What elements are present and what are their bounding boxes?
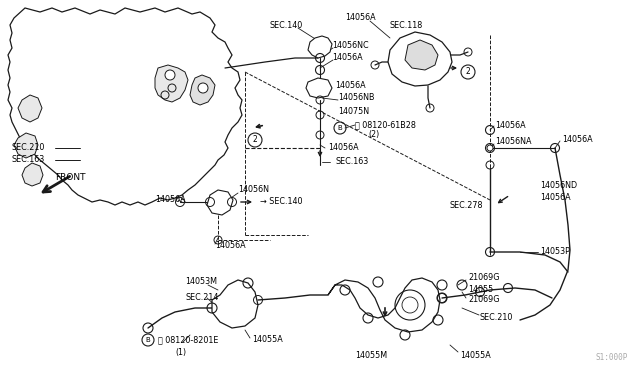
Polygon shape	[190, 75, 215, 105]
Text: 14056A: 14056A	[540, 193, 571, 202]
Text: 14056A: 14056A	[345, 13, 376, 22]
Text: SEC.140: SEC.140	[270, 20, 303, 29]
Polygon shape	[207, 190, 233, 215]
Text: 14056A: 14056A	[328, 144, 358, 153]
Text: 14056A: 14056A	[155, 196, 186, 205]
Text: 14055A: 14055A	[252, 336, 283, 344]
Polygon shape	[8, 8, 242, 205]
Polygon shape	[306, 78, 332, 98]
Text: 14056A: 14056A	[332, 54, 363, 62]
Text: Ⓑ 08120-61B28: Ⓑ 08120-61B28	[355, 121, 416, 129]
Text: 14053M: 14053M	[185, 278, 217, 286]
Polygon shape	[388, 32, 452, 86]
Text: SEC.163: SEC.163	[335, 157, 368, 167]
Text: 14056A: 14056A	[215, 241, 246, 250]
Text: (2): (2)	[368, 131, 380, 140]
Text: B: B	[146, 337, 150, 343]
Text: SEC.163: SEC.163	[12, 155, 45, 164]
Text: SEC.118: SEC.118	[390, 20, 423, 29]
Polygon shape	[308, 36, 332, 58]
Circle shape	[165, 70, 175, 80]
Circle shape	[198, 83, 208, 93]
Text: S1:000P: S1:000P	[596, 353, 628, 362]
Text: 14053P: 14053P	[540, 247, 570, 257]
Polygon shape	[22, 163, 43, 186]
Text: (1): (1)	[175, 347, 186, 356]
Text: SEC.278: SEC.278	[450, 201, 483, 209]
Text: 14055: 14055	[468, 285, 493, 295]
Text: SEC.210: SEC.210	[12, 144, 45, 153]
Polygon shape	[212, 280, 258, 328]
Text: 14075N: 14075N	[338, 108, 369, 116]
Text: Ⓑ 08120-8201E: Ⓑ 08120-8201E	[158, 336, 218, 344]
Text: → SEC.140: → SEC.140	[260, 198, 303, 206]
Polygon shape	[155, 65, 188, 102]
Text: 14056A: 14056A	[562, 135, 593, 144]
Text: 14056NC: 14056NC	[332, 41, 369, 49]
Text: 14056NA: 14056NA	[495, 138, 531, 147]
Text: 2: 2	[253, 135, 257, 144]
Text: 14056NB: 14056NB	[338, 93, 374, 103]
Text: 14056ND: 14056ND	[540, 180, 577, 189]
Polygon shape	[328, 278, 440, 332]
Text: 14056A: 14056A	[335, 80, 365, 90]
Text: FRONT: FRONT	[55, 173, 86, 183]
Polygon shape	[18, 95, 42, 122]
Text: 21069G: 21069G	[468, 295, 499, 305]
Text: 14055A: 14055A	[460, 350, 491, 359]
Text: SEC.214: SEC.214	[185, 294, 218, 302]
Circle shape	[487, 145, 493, 151]
Text: 2: 2	[466, 67, 470, 77]
Text: 14056A: 14056A	[495, 121, 525, 129]
Text: SEC.210: SEC.210	[480, 314, 513, 323]
Text: 14055M: 14055M	[355, 350, 387, 359]
Text: B: B	[338, 125, 342, 131]
Text: 21069G: 21069G	[468, 273, 499, 282]
Text: 14056N: 14056N	[238, 186, 269, 195]
Polygon shape	[405, 40, 438, 70]
Polygon shape	[14, 133, 38, 158]
